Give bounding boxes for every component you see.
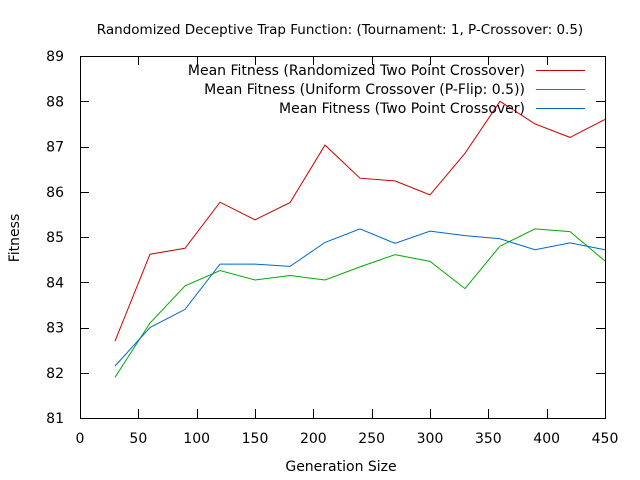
legend-label-3: Mean Fitness (Two Point Crossover) — [279, 101, 525, 117]
y-tick-label: 88 — [46, 94, 64, 110]
x-tick-label: 400 — [533, 431, 560, 447]
y-tick-label: 85 — [46, 230, 64, 246]
y-axis-label: Fitness — [7, 214, 23, 263]
x-tick-label: 250 — [358, 431, 385, 447]
x-tick-label: 100 — [183, 431, 210, 447]
plot-frame — [80, 56, 606, 419]
y-tick-label: 86 — [46, 185, 64, 201]
x-tick-label: 350 — [475, 431, 502, 447]
x-tick-label: 150 — [242, 431, 269, 447]
series-lines — [114, 100, 606, 378]
x-tick-label: 450 — [592, 431, 619, 447]
y-tick-label: 87 — [46, 140, 64, 156]
series-line-2 — [114, 228, 606, 378]
x-axis-label: Generation Size — [285, 459, 396, 475]
y-tick-label: 84 — [46, 275, 64, 291]
legend: Mean Fitness (Randomized Two Point Cross… — [188, 63, 585, 117]
y-tick-label: 83 — [46, 321, 64, 337]
chart-title: Randomized Deceptive Trap Function: (Tou… — [97, 22, 583, 38]
y-tick-label: 81 — [46, 411, 64, 427]
x-tick-label: 200 — [300, 431, 327, 447]
axis-ticks: 0 50 100 150 200 250 300 350 400 450 81 82 83 84 85 86 8… — [46, 49, 618, 447]
legend-label-1: Mean Fitness (Randomized Two Point Cross… — [188, 63, 525, 79]
legend-label-2: Mean Fitness (Uniform Crossover (P-Flip:… — [204, 82, 525, 98]
series-line-1 — [114, 100, 606, 342]
x-tick-label: 300 — [417, 431, 444, 447]
x-tick-label: 0 — [76, 431, 85, 447]
series-line-3 — [114, 228, 606, 367]
x-tick-label: 50 — [129, 431, 147, 447]
y-tick-label: 82 — [46, 366, 64, 382]
y-tick-label: 89 — [46, 49, 64, 65]
